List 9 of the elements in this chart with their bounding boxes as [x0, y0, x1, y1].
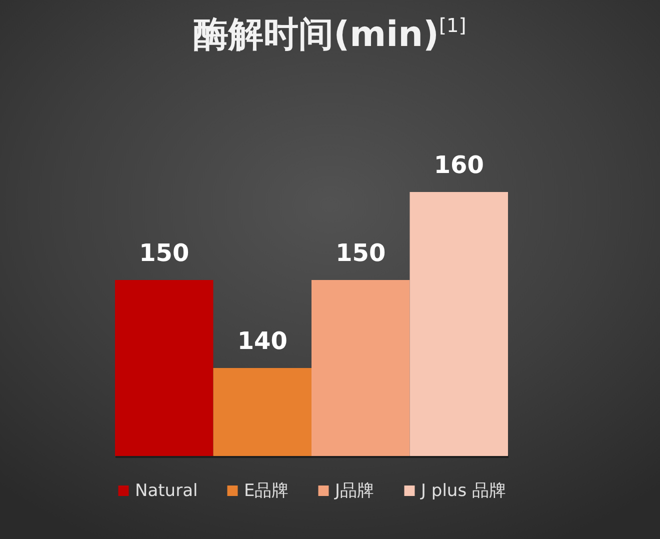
- legend-label: J品牌: [334, 480, 374, 501]
- data-label: 140: [237, 327, 288, 355]
- data-label: 150: [336, 239, 386, 267]
- legend-label: Natural: [135, 480, 198, 501]
- legend-label: J plus 品牌: [420, 480, 506, 501]
- data-label: 160: [434, 151, 484, 179]
- data-label: 150: [139, 239, 190, 267]
- legend-label: E品牌: [244, 480, 289, 501]
- chart-title: 酶解时间(min)$^{[1]}$: [192, 12, 468, 57]
